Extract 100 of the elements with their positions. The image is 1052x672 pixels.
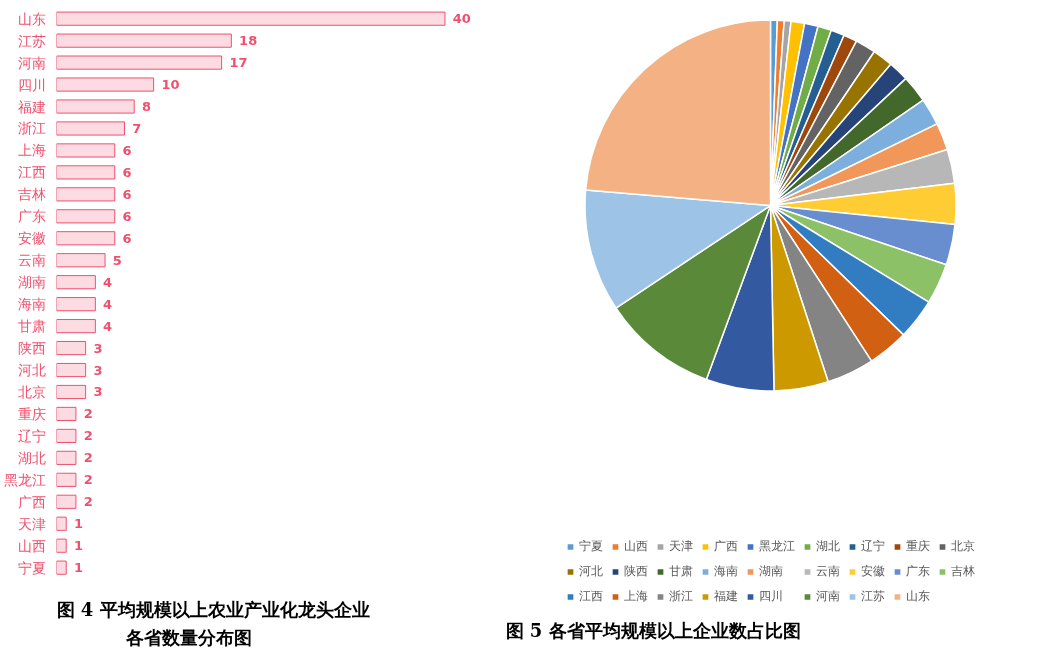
y-tick-label: 海南 <box>17 296 46 313</box>
bar <box>56 209 116 224</box>
y-tick-label: 安徽 <box>17 230 46 247</box>
data-label: 1 <box>73 516 84 532</box>
data-label: 6 <box>122 208 132 224</box>
data-label: 18 <box>239 33 258 49</box>
y-tick-label: 山西 <box>17 537 46 554</box>
y-tick-label: 江西 <box>17 164 46 181</box>
data-label: 1 <box>73 538 84 554</box>
bar <box>56 77 155 92</box>
y-tick-label: 重庆 <box>17 405 46 422</box>
y-tick-label: 浙江 <box>17 120 46 137</box>
y-tick-label: 江苏 <box>17 32 46 49</box>
legend-label: 江西 <box>578 588 603 605</box>
y-tick-label: 天津 <box>17 515 46 532</box>
legend-label: 河南 <box>815 588 840 605</box>
data-label: 10 <box>161 77 180 93</box>
bar <box>56 33 232 48</box>
bar <box>56 494 77 509</box>
bar <box>56 253 106 268</box>
legend-label: 四川 <box>758 588 783 605</box>
data-label: 3 <box>93 362 103 378</box>
data-label: 3 <box>93 340 103 356</box>
bar <box>56 538 67 553</box>
bar <box>56 165 116 180</box>
legend-label: 辽宁 <box>860 538 885 555</box>
bar <box>56 297 96 312</box>
bar <box>56 231 116 246</box>
legend-label: 甘肃 <box>668 563 693 580</box>
data-label: 2 <box>83 450 93 466</box>
data-label: 40 <box>452 11 471 27</box>
data-label: 3 <box>93 384 103 400</box>
y-tick-label: 山东 <box>17 10 46 27</box>
legend-label: 重庆 <box>905 538 930 555</box>
data-label: 2 <box>83 406 93 422</box>
data-label: 6 <box>122 230 132 246</box>
legend-label: 上海 <box>623 588 648 605</box>
legend-label: 吉林 <box>950 563 975 580</box>
bar <box>56 362 87 378</box>
bar <box>56 319 96 334</box>
data-label: 17 <box>229 55 248 71</box>
bar <box>56 560 67 575</box>
bar <box>56 406 77 422</box>
legend-label: 海南 <box>713 563 738 580</box>
bar <box>56 55 223 70</box>
text: 图 5 各省平均规模以上企业数占比图 <box>505 620 801 641</box>
y-tick-label: 湖北 <box>17 449 46 466</box>
bar <box>56 340 87 356</box>
legend-label: 浙江 <box>668 588 693 605</box>
bar <box>56 187 116 202</box>
bar <box>56 143 116 158</box>
legend-label: 宁夏 <box>578 538 603 555</box>
y-tick-label: 黑龙江 <box>3 471 46 488</box>
bar <box>56 275 96 290</box>
y-tick-label: 云南 <box>17 252 46 269</box>
data-label: 5 <box>112 252 122 268</box>
y-tick-label: 河北 <box>17 362 46 379</box>
data-label: 6 <box>122 186 132 202</box>
y-tick-label: 广东 <box>17 208 46 225</box>
data-label: 7 <box>132 120 142 136</box>
legend-label: 广西 <box>713 538 738 555</box>
y-tick-label: 陕西 <box>17 340 46 357</box>
y-tick-label: 四川 <box>17 76 46 93</box>
y-tick-label: 吉林 <box>17 186 46 203</box>
legend-label: 陕西 <box>623 563 648 580</box>
legend-label: 天津 <box>668 538 693 555</box>
data-label: 8 <box>141 99 152 115</box>
y-tick-label: 北京 <box>17 383 46 400</box>
y-tick-label: 甘肃 <box>17 318 46 335</box>
bar <box>56 11 446 26</box>
y-tick-label: 湖南 <box>17 274 46 291</box>
legend-label: 山东 <box>905 588 930 605</box>
data-label: 4 <box>103 296 113 312</box>
y-tick-label: 广西 <box>17 493 46 510</box>
data-label: 1 <box>73 560 84 576</box>
legend-label: 北京 <box>950 538 975 555</box>
legend-label: 黑龙江 <box>758 538 795 555</box>
data-label: 4 <box>103 318 113 334</box>
legend-label: 山西 <box>623 538 648 555</box>
y-tick-label: 河南 <box>17 54 46 71</box>
data-label: 2 <box>83 472 93 488</box>
legend-label: 福建 <box>713 588 738 605</box>
bar <box>56 428 77 443</box>
data-label: 2 <box>83 428 93 444</box>
y-tick-label: 宁夏 <box>17 559 46 576</box>
text: 图 4 平均规模以上农业产业化龙头企业各省数量分布图 <box>56 598 370 649</box>
legend-label: 广东 <box>905 563 930 580</box>
data-label: 6 <box>122 142 132 158</box>
data-label: 4 <box>103 274 113 290</box>
legend-label: 河北 <box>578 563 603 580</box>
y-tick-label: 福建 <box>17 98 46 115</box>
legend-label: 湖北 <box>815 538 840 555</box>
bar <box>56 121 125 136</box>
legend-label: 江苏 <box>860 588 885 605</box>
bar <box>56 516 67 531</box>
bar <box>56 99 135 114</box>
bar <box>56 450 77 465</box>
y-tick-label: 上海 <box>17 142 46 159</box>
legend-label: 安徽 <box>860 563 885 580</box>
data-label: 2 <box>83 494 93 510</box>
